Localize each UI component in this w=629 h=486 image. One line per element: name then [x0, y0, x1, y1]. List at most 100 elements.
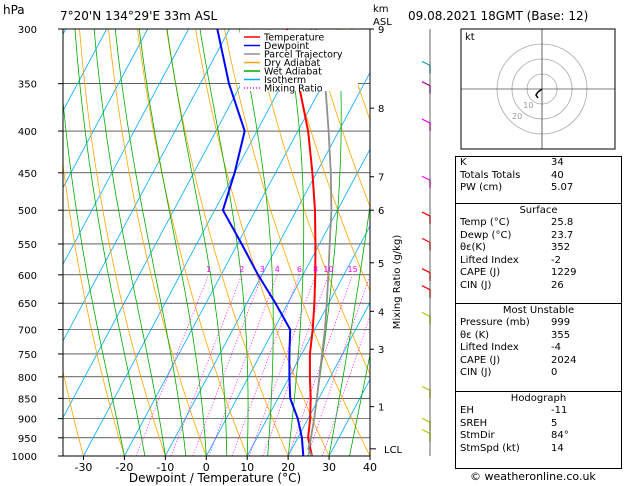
datetime-title: 09.08.2021 18GMT (Base: 12): [408, 9, 588, 23]
hodograph-table-panel: Hodograph EH -11 SREH 5 StmDir 84° StmSpd (…: [455, 391, 622, 469]
series-parcel-trajectory: [307, 29, 333, 456]
wind-barb-flag: [421, 285, 431, 291]
sreh-label: SREH: [460, 417, 488, 429]
dry-adiabat: [108, 29, 207, 456]
isotherm: [205, 148, 370, 456]
tt-label: Totals Totals: [460, 169, 521, 181]
pw-value: 5.07: [551, 182, 574, 194]
eh-value: -11: [551, 405, 568, 416]
isotherm: [246, 225, 370, 456]
wet-adiabat: [328, 202, 370, 456]
pw-label: PW (cm): [460, 182, 503, 194]
legend-label: Dewpoint: [264, 41, 309, 52]
hodo-table-title: Hodograph: [510, 393, 567, 404]
stmspd-value: 14: [551, 442, 564, 454]
temp-tick-label: 20: [281, 461, 295, 474]
km-tick-label: 3: [378, 345, 384, 356]
mu-cin-value: 0: [551, 367, 558, 379]
isotherm: [287, 301, 370, 456]
asl-label: ASL: [373, 17, 392, 28]
dry-adiabat: [63, 161, 125, 456]
surface-panel: Surface Temp (°C) 25.8 Dewp (°C) 23.7 θε(K…: [455, 203, 622, 306]
background-lines: [63, 29, 370, 456]
wind-barb-flag: [421, 417, 431, 423]
isotherm: [124, 29, 353, 456]
isotherm: [63, 29, 230, 342]
mixing-ratio-line: [248, 274, 316, 456]
mixing-ratio-label: 3: [260, 265, 265, 274]
isotherm: [63, 29, 271, 419]
surface-cape-value: 1229: [551, 267, 577, 279]
stmdir-label: StmDir: [460, 430, 495, 442]
mu-pressure-value: 999: [551, 317, 571, 328]
axes: 3003504004505005506006507007508008509009…: [12, 25, 403, 474]
pressure-tick-label: 650: [18, 299, 37, 310]
wet-adiabat: [74, 29, 146, 456]
wet-adiabat: [286, 29, 305, 456]
mixing-ratio-line: [192, 274, 263, 456]
wet-adiabat: [349, 352, 370, 456]
pressure-tick-label: 700: [18, 326, 37, 337]
hodograph-ring-label: 20: [512, 112, 522, 121]
mixing-ratio-label: 8: [313, 265, 318, 274]
isotherm: [164, 71, 370, 456]
km-tick-label: 9: [378, 25, 384, 36]
km-tick-label: 6: [378, 206, 384, 217]
pressure-tick-label: 800: [18, 373, 37, 384]
credit-text: © weatheronline.co.uk: [470, 470, 596, 483]
wind-barb-flag: [421, 385, 431, 391]
tt-value: 40: [551, 169, 564, 181]
eh-label: EH: [460, 405, 474, 416]
most-unstable-panel: Most Unstable Pressure (mb) 999 θε (K) 355…: [455, 303, 622, 394]
profiles: [216, 29, 333, 456]
wet-adiabat: [93, 29, 166, 456]
surface-dewp-value: 23.7: [551, 229, 574, 241]
mu-cape-value: 2024: [551, 354, 577, 366]
km-tick-label: 4: [378, 307, 384, 318]
series-temperature: [285, 29, 317, 456]
wind-barb-flag: [421, 118, 431, 124]
pressure-tick-label: 550: [18, 240, 37, 251]
mu-title: Most Unstable: [502, 305, 575, 316]
surface-li-value: -2: [551, 254, 561, 266]
wind-barbs: [421, 29, 431, 456]
surface-theta-value: 352: [551, 242, 571, 254]
sreh-value: 5: [551, 417, 558, 429]
pressure-tick-label: 850: [18, 394, 37, 405]
temp-tick-label: 30: [322, 461, 336, 474]
km-tick-label: 1: [378, 403, 384, 414]
wet-adiabat: [114, 29, 187, 456]
pressure-tick-label: 400: [18, 127, 37, 138]
hodograph-unit-label: kt: [465, 32, 475, 43]
wind-barb-flag: [421, 175, 431, 181]
wet-adiabat: [199, 29, 249, 456]
pressure-tick-label: 1000: [12, 452, 37, 463]
mixing-ratio-line: [231, 274, 300, 456]
dry-adiabat: [79, 29, 166, 456]
mu-theta-label: θε (K): [460, 329, 490, 341]
mixing-ratio-axis-title: Mixing Ratio (g/kg): [392, 235, 403, 330]
wind-barb-flag: [421, 211, 431, 217]
temp-tick-label: 0: [203, 461, 210, 474]
isotherm: [63, 29, 149, 189]
surface-temp-value: 25.8: [551, 217, 574, 228]
hodograph-trace: [535, 88, 543, 99]
pressure-tick-label: 950: [18, 434, 37, 445]
surface-cin-label: CIN (J): [460, 279, 492, 291]
dry-adiabat: [311, 29, 370, 208]
mixing-ratio-line: [208, 274, 278, 456]
km-tick-label: 7: [378, 173, 384, 184]
hodograph-ring-label: 10: [523, 101, 533, 110]
surface-temp-label: Temp (°C): [460, 217, 510, 228]
surface-li-label: Lifted Index: [460, 254, 519, 266]
wind-barb-flag: [421, 268, 431, 274]
stmspd-label: StmSpd (kt): [460, 442, 520, 454]
surface-theta-label: θε(K): [460, 242, 486, 254]
x-axis-title: Dewpoint / Temperature (°C): [129, 471, 301, 485]
wind-barb-flag: [421, 237, 431, 243]
mixing-ratio-label: 2: [239, 265, 244, 274]
surface-dewp-label: Dewp (°C): [460, 229, 512, 241]
